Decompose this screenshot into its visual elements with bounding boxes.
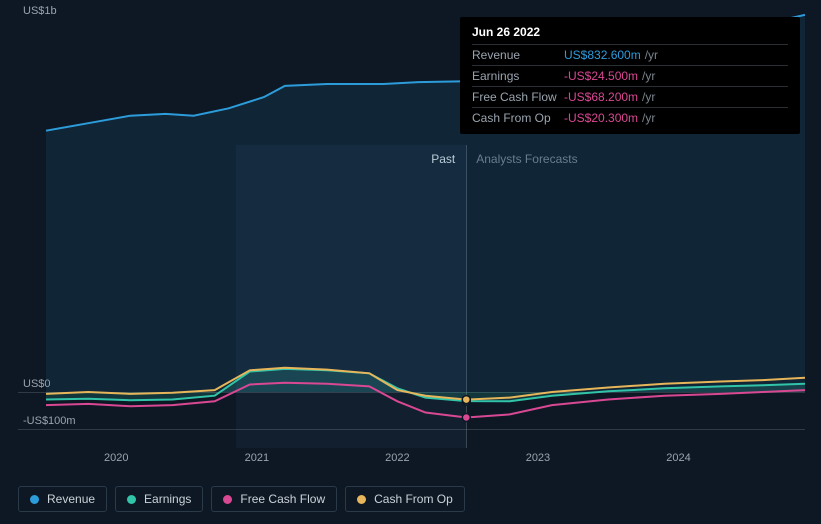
marker-cfo	[462, 396, 470, 404]
financials-chart: US$1bUS$0-US$100m Past Analysts Forecast…	[18, 0, 805, 465]
x-axis-label: 2023	[526, 452, 550, 464]
legend-label: Cash From Op	[374, 492, 453, 506]
x-axis-label: 2024	[666, 452, 690, 464]
tooltip-metric-label: Free Cash Flow	[472, 90, 564, 104]
tooltip-metric-label: Cash From Op	[472, 111, 564, 125]
legend-swatch	[223, 495, 232, 504]
legend-item-earnings[interactable]: Earnings	[115, 486, 203, 512]
tooltip-metric-unit: /yr	[642, 90, 655, 104]
tooltip-metric-value: US$832.600m	[564, 48, 641, 62]
tooltip-row-revenue: RevenueUS$832.600m/yr	[472, 44, 788, 65]
tooltip-metric-value: -US$24.500m	[564, 69, 638, 83]
x-axis-label: 2021	[245, 452, 269, 464]
x-axis-label: 2020	[104, 452, 128, 464]
legend: Revenue Earnings Free Cash Flow Cash From O…	[18, 486, 465, 512]
marker-fcf	[462, 414, 470, 422]
tooltip-metric-value: -US$68.200m	[564, 90, 638, 104]
legend-item-fcf[interactable]: Free Cash Flow	[211, 486, 337, 512]
legend-swatch	[30, 495, 39, 504]
legend-label: Revenue	[47, 492, 95, 506]
tooltip-row-fcf: Free Cash Flow-US$68.200m/yr	[472, 86, 788, 107]
legend-label: Free Cash Flow	[240, 492, 325, 506]
tooltip-metric-unit: /yr	[642, 111, 655, 125]
tooltip-metric-label: Revenue	[472, 48, 564, 62]
tooltip-metric-value: -US$20.300m	[564, 111, 638, 125]
x-axis-label: 2022	[385, 452, 409, 464]
tooltip-metric-unit: /yr	[645, 48, 658, 62]
legend-item-cfo[interactable]: Cash From Op	[345, 486, 465, 512]
tooltip-date: Jun 26 2022	[472, 25, 788, 44]
data-tooltip: Jun 26 2022 RevenueUS$832.600m/yrEarning…	[460, 17, 800, 134]
tooltip-metric-label: Earnings	[472, 69, 564, 83]
tooltip-metric-unit: /yr	[642, 69, 655, 83]
legend-swatch	[127, 495, 136, 504]
tooltip-row-cfo: Cash From Op-US$20.300m/yr	[472, 107, 788, 128]
legend-label: Earnings	[144, 492, 191, 506]
tooltip-row-earnings: Earnings-US$24.500m/yr	[472, 65, 788, 86]
legend-swatch	[357, 495, 366, 504]
legend-item-revenue[interactable]: Revenue	[18, 486, 107, 512]
